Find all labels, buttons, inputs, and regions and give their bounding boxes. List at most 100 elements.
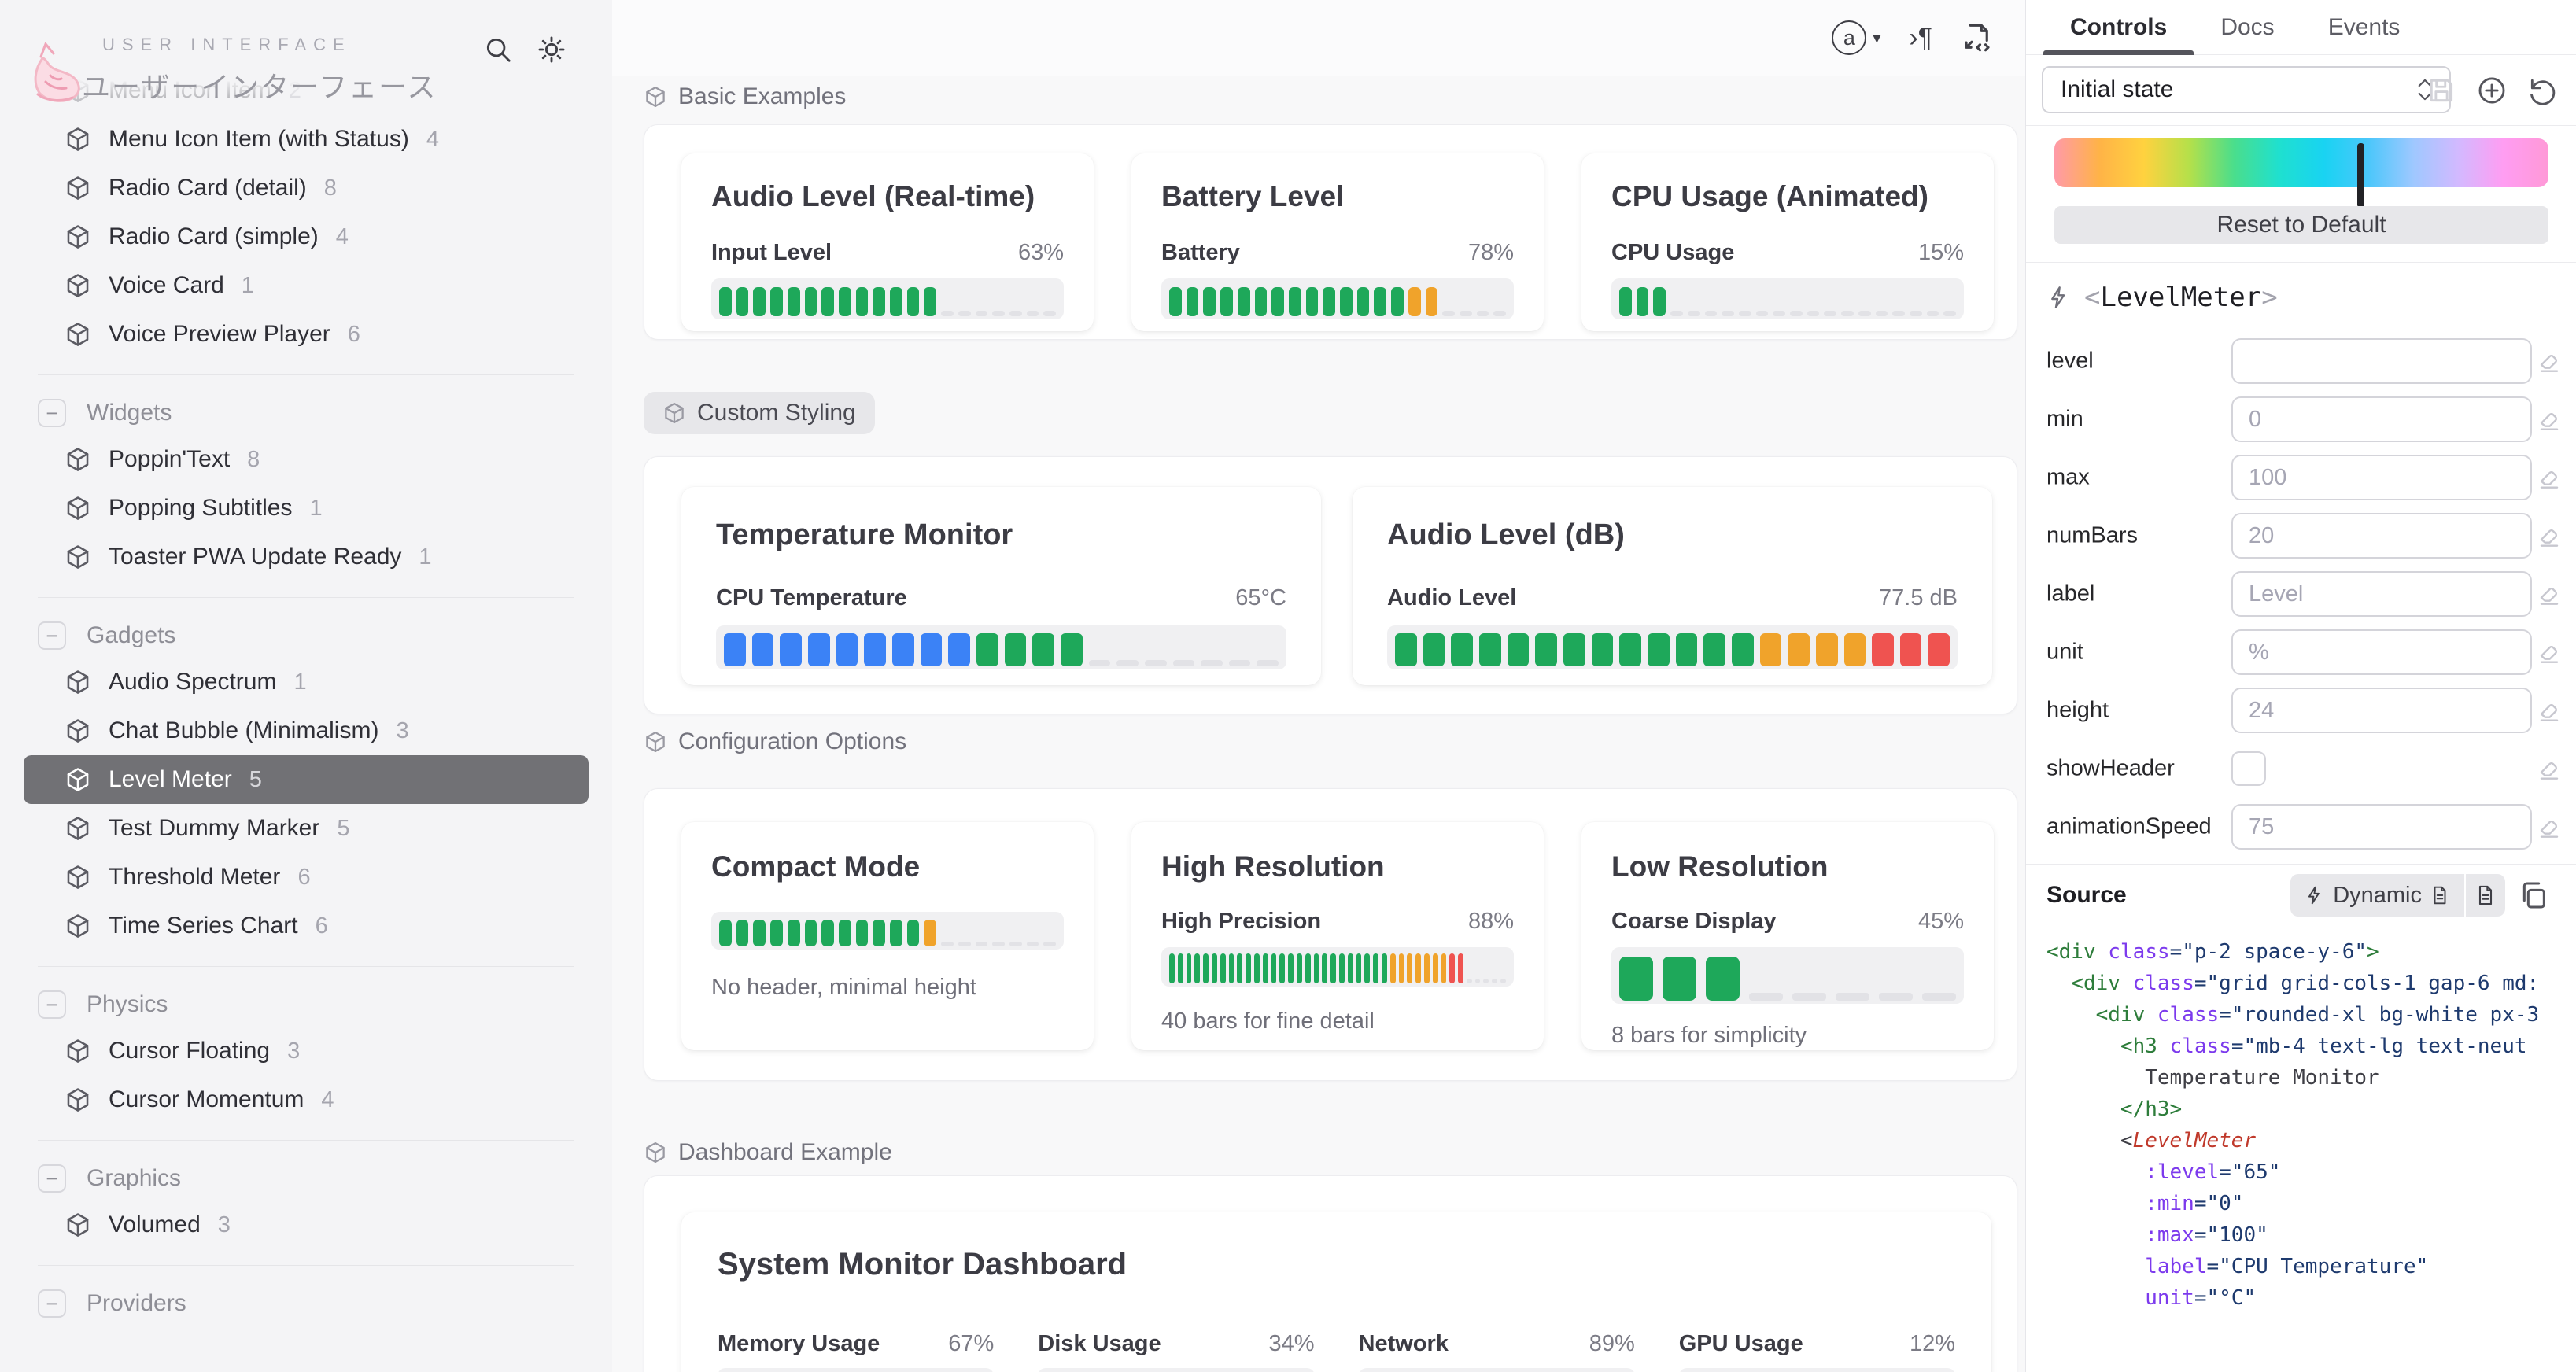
variant-header-dashboard-example[interactable]: Dashboard Example (644, 1139, 892, 1166)
collapse-minus-icon[interactable]: − (38, 1289, 66, 1318)
card-audio-level-db: Audio Level (dB) Audio Level 77.5 dB (1353, 487, 1992, 685)
sidebar-group-providers[interactable]: − Providers (0, 1282, 612, 1326)
sidebar-item-count: 6 (348, 322, 360, 348)
variant-panel-custom: Temperature Monitor CPU Temperature 65°C… (644, 456, 2017, 714)
save-icon[interactable] (2427, 76, 2456, 105)
eraser-icon[interactable] (2537, 814, 2562, 839)
eraser-icon[interactable] (2537, 756, 2562, 781)
sidebar-item-count: 1 (310, 496, 323, 522)
sidebar-group-physics[interactable]: − Physics (0, 983, 612, 1027)
reset-to-default-button[interactable]: Reset to Default (2054, 206, 2548, 244)
sidebar-item-poppin-text[interactable]: Poppin'Text 8 (24, 435, 589, 484)
sidebar-group-graphics[interactable]: − Graphics (0, 1156, 612, 1200)
sidebar-item-cursor-momentum[interactable]: Cursor Momentum 4 (24, 1075, 589, 1124)
sidebar-item-threshold-meter[interactable]: Threshold Meter 6 (24, 853, 589, 902)
meter-bar (873, 287, 885, 316)
sidebar-item-voice-preview-player[interactable]: Voice Preview Player 6 (24, 310, 589, 359)
meter-bar (788, 287, 800, 316)
divider (38, 374, 574, 375)
open-code-icon[interactable] (1961, 21, 1994, 54)
showheader-checkbox[interactable] (2231, 751, 2266, 786)
eraser-icon[interactable] (2537, 698, 2562, 723)
max-input[interactable] (2231, 455, 2532, 500)
unit-input[interactable] (2231, 629, 2532, 675)
sidebar-group-gadgets[interactable]: − Gadgets (0, 614, 612, 658)
card-battery-level: Battery Level Battery 78% (1131, 153, 1544, 331)
sidebar-group-widgets[interactable]: − Widgets (0, 391, 612, 435)
source-header: Source Dynamic (2026, 871, 2576, 920)
meter-bar-empty (1739, 311, 1751, 316)
source-code[interactable]: <div class="p-2 space-y-6"> <div class="… (2026, 920, 2576, 1314)
card-low-resolution: Low Resolution Coarse Display 45% 8 bars… (1581, 822, 1994, 1050)
level-meter (711, 912, 1064, 950)
sidebar-item-popping-subtitles[interactable]: Popping Subtitles 1 (24, 484, 589, 533)
sidebar-item-radio-card-simple[interactable]: Radio Card (simple) 4 (24, 212, 589, 261)
collapse-minus-icon[interactable]: − (38, 1164, 66, 1193)
eraser-icon[interactable] (2537, 349, 2562, 374)
eraser-icon[interactable] (2537, 581, 2562, 607)
tab-controls[interactable]: Controls (2043, 0, 2194, 54)
sidebar-item-cursor-floating[interactable]: Cursor Floating 3 (24, 1027, 589, 1075)
meter-bar (892, 633, 914, 666)
meter-label: CPU Usage (1611, 240, 1734, 266)
sidebar-item-count: 4 (426, 127, 439, 153)
state-select[interactable]: Initial state (2042, 66, 2451, 113)
sidebar-item-volumed[interactable]: Volumed 3 (24, 1200, 589, 1249)
min-input[interactable] (2231, 396, 2532, 442)
label-input[interactable] (2231, 571, 2532, 617)
tab-events[interactable]: Events (2301, 0, 2427, 54)
meter-bar (1322, 953, 1327, 983)
sidebar-item-toaster-pwa[interactable]: Toaster PWA Update Ready 1 (24, 533, 589, 581)
meter-bar-empty (1722, 311, 1734, 316)
dynamic-source-button[interactable]: Dynamic (2290, 874, 2464, 917)
search-icon[interactable] (483, 35, 513, 65)
collapse-minus-icon[interactable]: − (38, 990, 66, 1019)
meter-label: Network (1359, 1331, 1449, 1357)
meter-bar (1271, 953, 1277, 983)
sidebar-item-voice-card[interactable]: Voice Card 1 (24, 261, 589, 310)
variant-title: Dashboard Example (678, 1139, 892, 1166)
hue-gradient-slider[interactable] (2054, 138, 2548, 187)
variant-header-custom-styling-selected[interactable]: Custom Styling (644, 392, 875, 434)
text-direction-icon[interactable]: ›¶ (1909, 23, 1932, 53)
text-size-menu-icon[interactable]: a ▾ (1832, 20, 1880, 55)
meter-bar-empty (1792, 993, 1826, 1001)
numbars-input[interactable] (2231, 513, 2532, 559)
add-state-icon[interactable] (2477, 76, 2507, 105)
prop-name: max (2046, 465, 2090, 491)
eraser-icon[interactable] (2537, 523, 2562, 548)
sidebar-item-level-meter-selected[interactable]: Level Meter 5 (24, 755, 589, 804)
level-input[interactable] (2231, 338, 2532, 384)
tab-docs[interactable]: Docs (2194, 0, 2301, 54)
theme-sun-icon[interactable] (537, 35, 566, 65)
sidebar-item-test-dummy-marker[interactable]: Test Dummy Marker 5 (24, 804, 589, 853)
hue-marker[interactable] (2357, 143, 2364, 208)
sidebar-item-time-series-chart[interactable]: Time Series Chart 6 (24, 902, 589, 950)
sidebar-item-radio-card-detail[interactable]: Radio Card (detail) 8 (24, 164, 589, 212)
eraser-icon[interactable] (2537, 465, 2562, 490)
meter-bar-empty (992, 942, 1005, 946)
static-source-button[interactable] (2466, 874, 2505, 917)
animationspeed-input[interactable] (2231, 804, 2532, 850)
sidebar-item-audio-spectrum[interactable]: Audio Spectrum 1 (24, 658, 589, 706)
collapse-minus-icon[interactable]: − (38, 399, 66, 427)
meter-bar (1364, 953, 1370, 983)
document-icon (2430, 885, 2450, 905)
eraser-icon[interactable] (2537, 640, 2562, 665)
meter-bar-empty (1009, 311, 1022, 316)
variant-header-basic-examples[interactable]: Basic Examples (644, 83, 846, 110)
eraser-icon[interactable] (2537, 407, 2562, 432)
variant-header-configuration-options[interactable]: Configuration Options (644, 728, 906, 755)
story-canvas: a ▾ ›¶ Basic Examples Audio Level (Real-… (612, 0, 2025, 1372)
meter-bar (1382, 953, 1387, 983)
meter-bar-empty (1858, 311, 1871, 316)
copy-icon[interactable] (2518, 880, 2549, 911)
height-input[interactable] (2231, 688, 2532, 733)
meter-label: GPU Usage (1679, 1331, 1803, 1357)
sidebar-item-menu-icon-item-with-status[interactable]: Menu Icon Item (with Status) 4 (24, 115, 589, 164)
undo-icon[interactable] (2527, 76, 2557, 105)
sidebar-item-chat-bubble[interactable]: Chat Bubble (Minimalism) 3 (24, 706, 589, 755)
sidebar-item-count: 6 (316, 913, 328, 939)
control-row-unit: unit (2026, 623, 2576, 681)
collapse-minus-icon[interactable]: − (38, 621, 66, 650)
